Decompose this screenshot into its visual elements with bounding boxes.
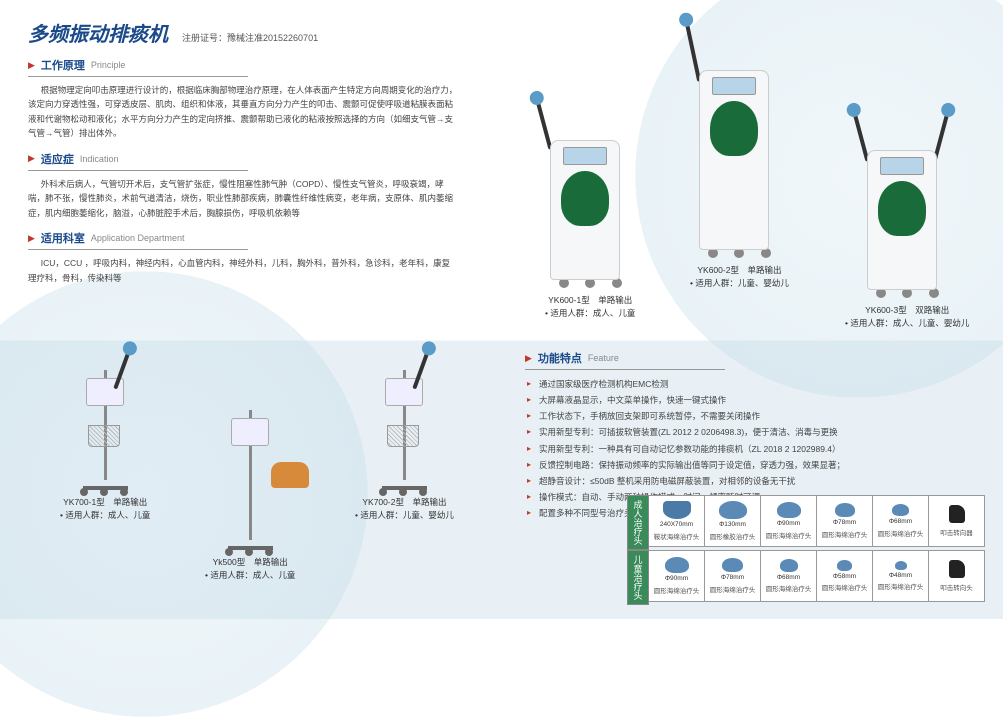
- head-icon: [777, 502, 801, 518]
- table-row-child: 儿童治疗头 Φ90mm圆形海绵治疗头 Φ78mm圆形海绵治疗头 Φ68mm圆形海…: [627, 550, 985, 605]
- feature-item: 实用新型专利：一种具有可自动记忆参数功能的排痰机（ZL 2018 2 12029…: [527, 441, 985, 457]
- head-cell: 叩击转向头: [929, 550, 985, 602]
- brochure-page: 多频振动排痰机 注册证号：豫械注准20152260701 ▶ 工作原理 Prin…: [0, 0, 1003, 619]
- feature-item: 反馈控制电路：保持振动频率的实际输出值等同于设定值，穿透力强，效果显著；: [527, 457, 985, 473]
- head-cell: Φ58mm圆形海绵治疗头: [817, 550, 873, 602]
- head-cell: Φ90mm圆形海绵治疗头: [761, 495, 817, 547]
- head-cell: Φ78mm圆形海绵治疗头: [817, 495, 873, 547]
- head-icon: [722, 558, 743, 572]
- feature-item: 通过国家级医疗检测机构EMC检测: [527, 376, 985, 392]
- triangle-icon: ▶: [28, 153, 35, 164]
- device-yk600-2: YK600-2型 单路输出• 适用人群：儿童、婴幼儿: [690, 70, 789, 290]
- head-cell: 240X70mm鞍状海绵治疗头: [649, 495, 705, 547]
- main-title: 多频振动排痰机: [28, 18, 168, 47]
- title-row: 多频振动排痰机 注册证号：豫械注准20152260701: [28, 18, 488, 47]
- head-cell: Φ130mm圆形橡胶治疗头: [705, 495, 761, 547]
- section-dept-header: ▶ 适用科室 Application Department: [28, 230, 248, 250]
- device-label: YK600-3型 双路输出• 适用人群：成人、儿童、婴幼儿: [845, 304, 969, 330]
- feature-item: 大屏幕液晶显示，中文菜单操作，快速一键式操作: [527, 392, 985, 408]
- device-label: YK700-2型 单路输出• 适用人群：儿童、婴幼儿: [355, 496, 454, 522]
- head-cell: Φ90mm圆形海绵治疗头: [649, 550, 705, 602]
- device-label: YK600-2型 单路输出• 适用人群：儿童、婴幼儿: [690, 264, 789, 290]
- head-cell: Φ68mm圆形海绵治疗头: [873, 495, 929, 547]
- feature-item: 实用新型专利：可插拔软管装置(ZL 2012 2 0206498.3)，便于清洁…: [527, 424, 985, 440]
- head-icon: [780, 559, 798, 572]
- feature-item: 工作状态下，手柄放回支架即可系统暂停，不需要关闭操作: [527, 408, 985, 424]
- device-label: Yk500型 单路输出• 适用人群：成人、儿童: [205, 556, 295, 582]
- registration: 注册证号：豫械注准20152260701: [182, 31, 318, 44]
- device-yk500: Yk500型 单路输出• 适用人群：成人、儿童: [205, 410, 295, 582]
- row-header-adult: 成人治疗头: [627, 495, 649, 550]
- head-icon: [663, 501, 691, 519]
- head-icon: [835, 503, 855, 517]
- head-cell: 叩击转向器: [929, 495, 985, 547]
- feature-item: 超静音设计：≤50dB 整机采用防电磁屏蔽装置，对相邻的设备无干扰: [527, 473, 985, 489]
- device-label: YK700-1型 单路输出• 适用人群：成人、儿童: [60, 496, 150, 522]
- head-cell: Φ68mm圆形海绵治疗头: [761, 550, 817, 602]
- device-yk700-1: YK700-1型 单路输出• 适用人群：成人、儿童: [60, 370, 150, 522]
- principle-text: 根据物理定向叩击原理进行设计的，根据临床胸部物理治疗原理，在人体表面产生特定方向…: [28, 83, 458, 141]
- dept-text: ICU，CCU ，呼吸内科，神经内科，心血管内科，神经外科，儿科，胸外科，普外科…: [28, 256, 458, 285]
- head-cell: Φ48mm圆形海绵治疗头: [873, 550, 929, 602]
- elbow-icon: [949, 505, 965, 523]
- device-yk700-2: YK700-2型 单路输出• 适用人群：儿童、婴幼儿: [355, 370, 454, 522]
- globe-bg-2: [0, 269, 370, 719]
- device-yk600-3: YK600-3型 双路输出• 适用人群：成人、儿童、婴幼儿: [845, 150, 969, 330]
- device-yk600-1: YK600-1型 单路输出• 适用人群：成人、儿童: [545, 140, 635, 320]
- triangle-icon: ▶: [28, 233, 35, 244]
- head-icon: [837, 560, 852, 571]
- triangle-icon: ▶: [525, 353, 532, 364]
- elbow-icon: [949, 560, 965, 578]
- table-row-adult: 成人治疗头 240X70mm鞍状海绵治疗头 Φ130mm圆形橡胶治疗头 Φ90m…: [627, 495, 985, 550]
- head-icon: [892, 504, 909, 516]
- triangle-icon: ▶: [28, 60, 35, 71]
- device-label: YK600-1型 单路输出• 适用人群：成人、儿童: [545, 294, 635, 320]
- section-principle-header: ▶ 工作原理 Principle: [28, 57, 248, 77]
- head-cell: Φ78mm圆形海绵治疗头: [705, 550, 761, 602]
- head-icon: [895, 561, 907, 570]
- row-header-child: 儿童治疗头: [627, 550, 649, 605]
- heads-table: 成人治疗头 240X70mm鞍状海绵治疗头 Φ130mm圆形橡胶治疗头 Φ90m…: [627, 495, 985, 605]
- head-icon: [665, 557, 689, 573]
- section-feature-header: ▶ 功能特点 Feature: [525, 350, 725, 370]
- left-column: 多频振动排痰机 注册证号：豫械注准20152260701 ▶ 工作原理 Prin…: [28, 18, 488, 291]
- indication-text: 外科术后病人，气管切开术后，支气管扩张症，慢性阻塞性肺气肿（COPD）、慢性支气…: [28, 177, 458, 220]
- section-indication-header: ▶ 适应症 Indication: [28, 151, 248, 171]
- head-icon: [719, 501, 747, 519]
